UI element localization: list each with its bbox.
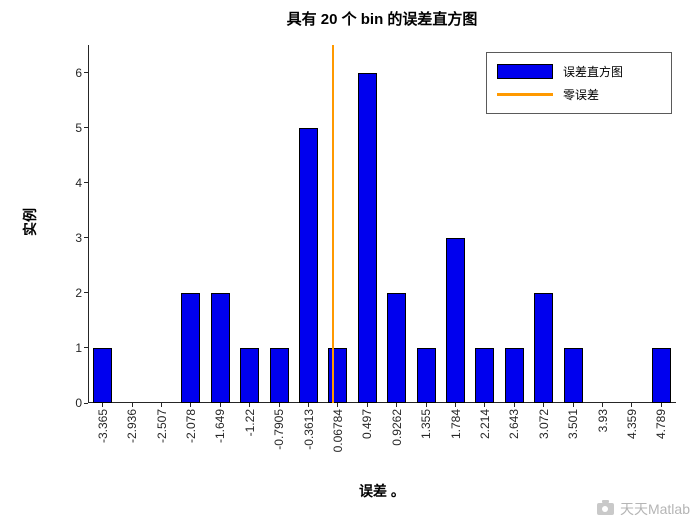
histogram-bar bbox=[210, 292, 230, 403]
x-tick-label: 4.789 bbox=[654, 409, 669, 440]
x-axis-label: 误差 。 bbox=[359, 483, 405, 499]
x-tick-label: 1.784 bbox=[448, 409, 463, 440]
x-tick bbox=[161, 403, 162, 407]
x-tick bbox=[249, 403, 251, 407]
x-tick-label: -0.3613 bbox=[301, 409, 316, 450]
watermark: 天天Matlab bbox=[596, 499, 690, 519]
x-tick bbox=[425, 403, 427, 407]
legend-zero-line-swatch bbox=[497, 93, 553, 96]
x-tick-label: -1.22 bbox=[242, 409, 257, 437]
y-tick bbox=[84, 402, 88, 404]
zero-error-line bbox=[331, 45, 335, 403]
y-tick bbox=[84, 347, 88, 349]
x-tick-label: 3.93 bbox=[595, 409, 610, 433]
x-tick-label: 4.359 bbox=[624, 409, 639, 440]
y-axis-line bbox=[88, 45, 89, 403]
y-tick bbox=[84, 182, 88, 184]
y-tick-label: 4 bbox=[75, 175, 82, 190]
x-tick-label: -1.649 bbox=[213, 409, 228, 444]
y-tick-label: 0 bbox=[75, 396, 82, 410]
watermark-text: 天天Matlab bbox=[619, 501, 690, 517]
x-tick-label: 3.072 bbox=[536, 409, 551, 440]
x-tick-label: 3.501 bbox=[566, 409, 581, 440]
x-tick-label: -2.936 bbox=[125, 409, 140, 444]
x-tick bbox=[660, 403, 662, 407]
y-tick bbox=[84, 72, 88, 74]
x-tick-label: -2.078 bbox=[183, 409, 198, 444]
legend-item-zero-error: 零误差 bbox=[497, 83, 661, 106]
histogram-bar bbox=[269, 347, 289, 403]
legend: 误差直方图 零误差 bbox=[486, 52, 672, 114]
x-tick bbox=[308, 403, 309, 407]
histogram-bar bbox=[504, 347, 524, 403]
x-tick-label: 2.214 bbox=[477, 409, 492, 440]
x-tick-label: -0.7905 bbox=[272, 409, 287, 450]
y-tick-label: 3 bbox=[75, 230, 82, 245]
y-tick-label: 5 bbox=[75, 120, 82, 135]
y-tick bbox=[84, 292, 88, 294]
y-axis-label: 实例 bbox=[22, 208, 38, 236]
x-tick bbox=[513, 403, 515, 407]
x-tick bbox=[102, 403, 104, 407]
x-tick-label: 1.355 bbox=[419, 409, 434, 440]
x-axis-line bbox=[88, 402, 676, 403]
histogram-bar bbox=[534, 292, 554, 403]
histogram-bar bbox=[651, 347, 671, 403]
histogram-bar bbox=[416, 347, 436, 403]
x-tick bbox=[131, 403, 133, 407]
y-tick-label: 6 bbox=[75, 65, 82, 80]
camera-lens-icon bbox=[602, 506, 609, 512]
legend-zero-label: 零误差 bbox=[563, 88, 600, 102]
legend-item-histogram: 误差直方图 bbox=[497, 60, 661, 83]
x-tick bbox=[543, 403, 545, 407]
x-tick bbox=[484, 403, 486, 407]
histogram-bar bbox=[475, 347, 495, 403]
x-tick bbox=[602, 403, 603, 407]
x-tick-label: 0.06784 bbox=[330, 409, 345, 453]
histogram-bar bbox=[299, 127, 318, 403]
x-tick bbox=[190, 403, 192, 407]
histogram-bar bbox=[93, 347, 113, 403]
histogram-bar bbox=[357, 72, 377, 403]
x-tick-label: 2.643 bbox=[507, 409, 522, 440]
histogram-bar bbox=[240, 347, 260, 403]
x-tick bbox=[366, 403, 368, 407]
x-tick bbox=[572, 403, 574, 407]
camera-icon bbox=[596, 500, 614, 515]
histogram-bar bbox=[446, 237, 465, 403]
x-tick bbox=[278, 403, 280, 407]
x-tick bbox=[455, 403, 456, 407]
x-tick-label: -3.365 bbox=[95, 409, 110, 444]
legend-histogram-label: 误差直方图 bbox=[563, 65, 624, 79]
x-tick-label: -2.507 bbox=[154, 409, 169, 444]
y-tick-label: 1 bbox=[75, 340, 82, 355]
legend-histogram-swatch bbox=[497, 64, 553, 79]
histogram-bar bbox=[387, 292, 407, 403]
x-tick-label: 0.497 bbox=[360, 409, 375, 440]
chart-title: 具有 20 个 bin 的误差直方图 bbox=[286, 11, 478, 28]
x-tick bbox=[396, 403, 398, 407]
y-tick-label: 2 bbox=[75, 285, 82, 300]
y-tick bbox=[84, 237, 88, 239]
x-tick bbox=[631, 403, 633, 407]
histogram-bar bbox=[181, 292, 201, 403]
x-tick bbox=[337, 403, 339, 407]
histogram-bar bbox=[563, 347, 583, 403]
y-tick bbox=[84, 127, 88, 129]
x-tick bbox=[219, 403, 221, 407]
x-tick-label: 0.9262 bbox=[389, 409, 404, 446]
plot-area: 误差直方图 零误差 -3.365 -2.936 -2.507 -2.078 -1.649… bbox=[75, 45, 676, 452]
